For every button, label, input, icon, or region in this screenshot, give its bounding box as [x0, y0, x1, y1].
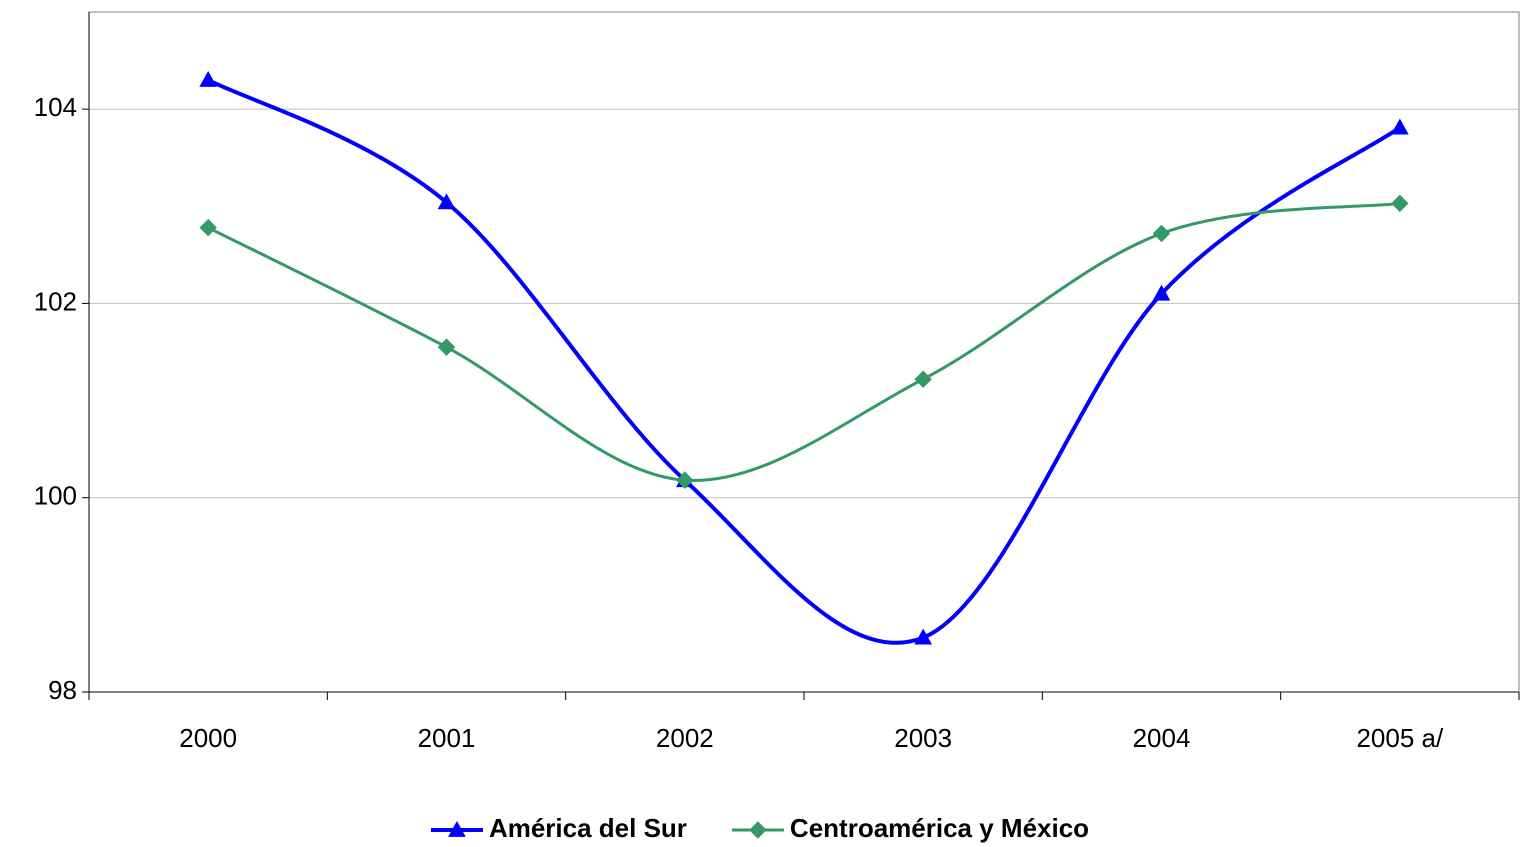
y-tick-label: 98	[48, 675, 77, 705]
legend-marker	[448, 820, 466, 837]
legend-label: América del Sur	[489, 813, 687, 843]
data-point	[199, 218, 217, 237]
data-point	[914, 370, 932, 388]
x-tick-label: 2002	[656, 723, 714, 753]
data-point	[1152, 224, 1171, 243]
y-tick-label: 102	[34, 286, 77, 316]
plot-border	[88, 11, 1520, 693]
data-point	[437, 338, 456, 356]
x-tick-label: 2003	[894, 723, 952, 753]
data-point	[914, 628, 933, 645]
data-point	[1391, 194, 1409, 213]
legend-label: Centroamérica y México	[790, 813, 1089, 843]
y-tick-label: 104	[34, 92, 77, 122]
data-point	[1152, 284, 1171, 301]
legend-marker	[749, 821, 767, 839]
data-point	[1390, 118, 1409, 135]
x-tick-label: 2005 a/	[1356, 723, 1444, 753]
x-tick-label: 2004	[1133, 723, 1191, 753]
series-line	[207, 78, 1401, 645]
y-tick-label: 100	[34, 481, 77, 511]
data-point	[437, 193, 456, 210]
series-line	[207, 201, 1401, 482]
x-tick-label: 2001	[418, 723, 476, 753]
data-point	[676, 471, 694, 489]
x-tick-label: 2000	[179, 723, 237, 753]
data-point	[199, 70, 218, 87]
